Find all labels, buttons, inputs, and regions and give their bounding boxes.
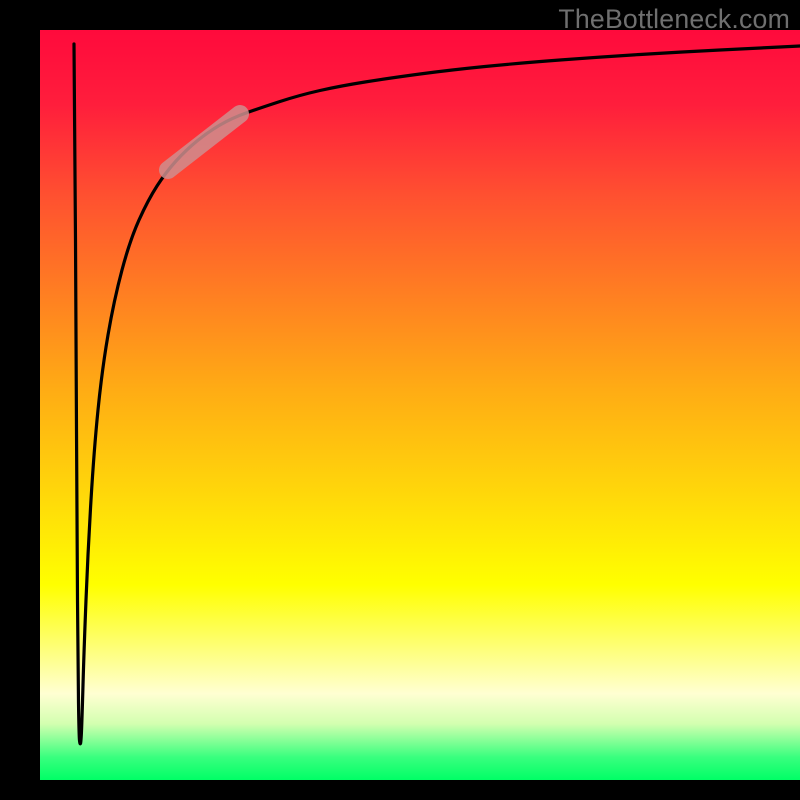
chart-frame: TheBottleneck.com — [0, 0, 800, 800]
gradient-background — [40, 30, 800, 780]
bottleneck-chart — [40, 30, 800, 780]
